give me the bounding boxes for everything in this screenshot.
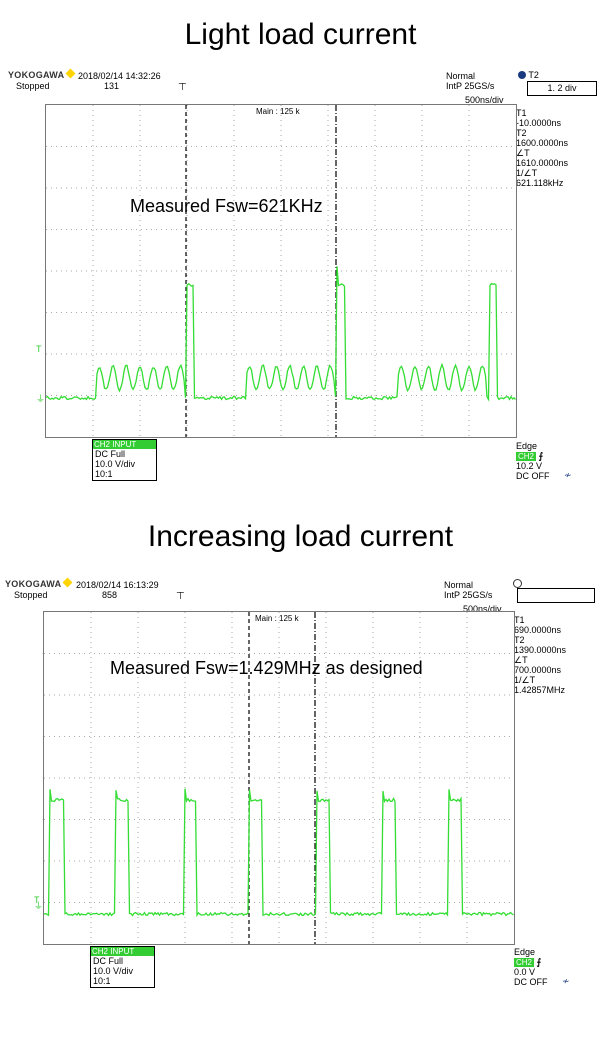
channel-coupling: DC Full [93,449,156,459]
channel-tab: CH2 INPUT [91,947,154,956]
datetime: 2018/02/14 16:13:29 [76,580,159,590]
panel-1-heading: Light load current [0,18,601,52]
trigger-filter: DC OFF [514,977,548,987]
cursor-freq-value: 1.42857MHz [514,685,565,695]
zoom-label: Main : 125 k [255,614,299,624]
channel-scale: 10.0 V/div [93,459,156,469]
scope-screen-2: YOKOGAWA 2018/02/14 16:13:29 Stopped 858… [0,577,601,1047]
cursor-t1-value: -10.0000ns [516,118,561,128]
knob-icon [513,579,522,588]
cursor-panel: T2 1. 2 div T1 -10.0000ns T2 1600.0000ns… [511,68,599,218]
datetime: 2018/02/14 14:32:26 [78,71,161,81]
measurement-annotation: Measured Fsw=1.429MHz as designed [110,658,423,679]
ground-marker: ⏚ [36,394,45,404]
trigger-mode: Normal [444,580,473,590]
panel-2-heading: Increasing load current [0,520,601,554]
trigger-type: Edge [516,441,537,451]
acquisition-count: 858 [102,590,117,600]
cursor-t1-label: T1 [514,615,525,625]
rising-edge-icon: ⨍ [537,957,542,967]
brand-logo: YOKOGAWA [8,70,74,80]
trigger-source: CH2 ⨍ [516,451,543,461]
hf-reject-icon: ≁ [564,470,572,480]
run-state: Stopped [14,590,48,600]
yokogawa-diamond-icon [63,578,73,588]
cursor-freq-label: 1/∠T [516,168,537,178]
trigger-position-icon: ⊤ [178,83,187,93]
sample-rate: IntP 25GS/s [446,81,494,91]
cursor-freq-value: 621.118kHz [516,178,563,188]
cursor-t2-label: T2 [514,635,525,645]
channel-scale: 10.0 V/div [91,966,154,976]
zoom-label: Main : 125 k [256,107,300,117]
cursor-t2-value: 1390.0000ns [514,645,566,655]
cursor-delta-label: ∠T [516,148,530,158]
rising-edge-icon: ⨍ [539,451,544,461]
channel-probe: 10:1 [93,469,156,479]
brand-logo: YOKOGAWA [5,579,71,589]
channel-probe: 10:1 [91,976,154,986]
cursor-delta-value: 700.0000ns [514,665,561,675]
cursor-select[interactable]: T2 [518,70,539,80]
trigger-level: 10.2 V [516,461,542,471]
yokogawa-diamond-icon [66,69,76,79]
cursor-t1-label: T1 [516,108,527,118]
trigger-mode: Normal [446,71,475,81]
knob-icon [518,71,526,79]
trigger-level-marker: T [36,344,42,354]
cursor-freq-label: 1/∠T [514,675,535,685]
channel-info-box: CH2 INPUT DC Full 10.0 V/div 10:1 [90,946,155,988]
trigger-position-icon: ⊤ [176,592,185,602]
cursor-delta-label: ∠T [514,655,528,665]
cursor-t1-value: 690.0000ns [514,625,561,635]
channel-coupling: DC Full [91,956,154,966]
measurement-annotation: Measured Fsw=621KHz [130,196,323,217]
acquisition-count: 131 [104,81,119,91]
waveform-area [46,105,516,437]
cursor-t2-value: 1600.0000ns [516,138,568,148]
channel-tab: CH2 INPUT [93,440,156,449]
trigger-type: Edge [514,947,535,957]
waveform-trace [46,266,516,399]
run-state: Stopped [16,81,50,91]
trigger-level: 0.0 V [514,967,535,977]
cursor-value-field[interactable]: 1. 2 div [527,81,597,96]
cursor-delta-value: 1610.0000ns [516,158,568,168]
cursor-panel: T1 690.0000ns T2 1390.0000ns ∠T 700.0000… [511,577,599,727]
cursor-value-field[interactable] [517,588,595,603]
trigger-filter: DC OFF [516,471,550,481]
cursor-t2-label: T2 [516,128,527,138]
channel-info-box: CH2 INPUT DC Full 10.0 V/div 10:1 [92,439,157,481]
hf-reject-icon: ≁ [562,976,570,986]
scope-screen-1: YOKOGAWA 2018/02/14 14:32:26 Stopped 131… [0,68,601,538]
sample-rate: IntP 25GS/s [444,590,492,600]
ground-marker: ⏚ [34,901,43,911]
trigger-source: CH2 ⨍ [514,957,541,967]
waveform-grid: Main : 125 k [45,104,517,438]
